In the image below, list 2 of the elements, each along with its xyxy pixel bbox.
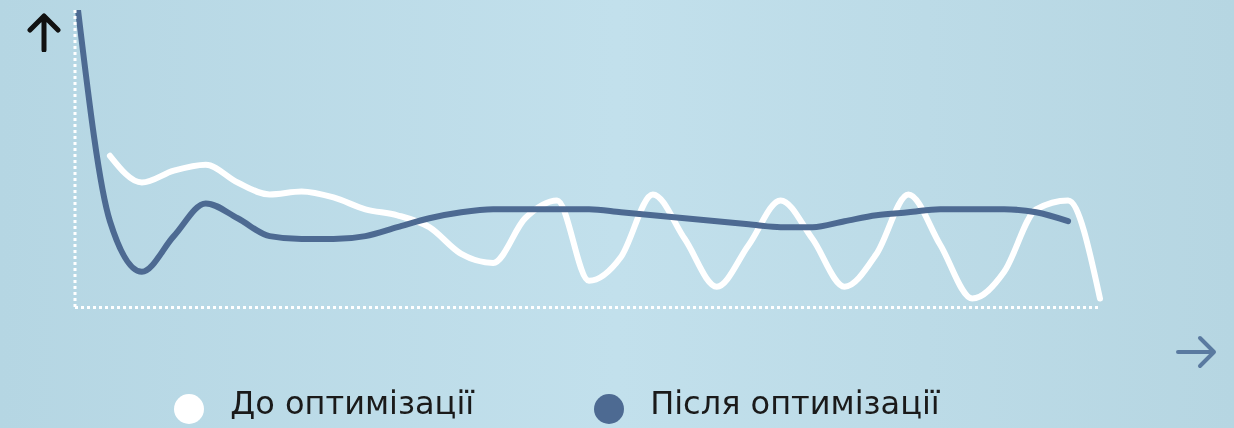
legend-label: До оптимізації: [230, 383, 475, 422]
legend-label: Після оптимізації: [650, 383, 940, 422]
